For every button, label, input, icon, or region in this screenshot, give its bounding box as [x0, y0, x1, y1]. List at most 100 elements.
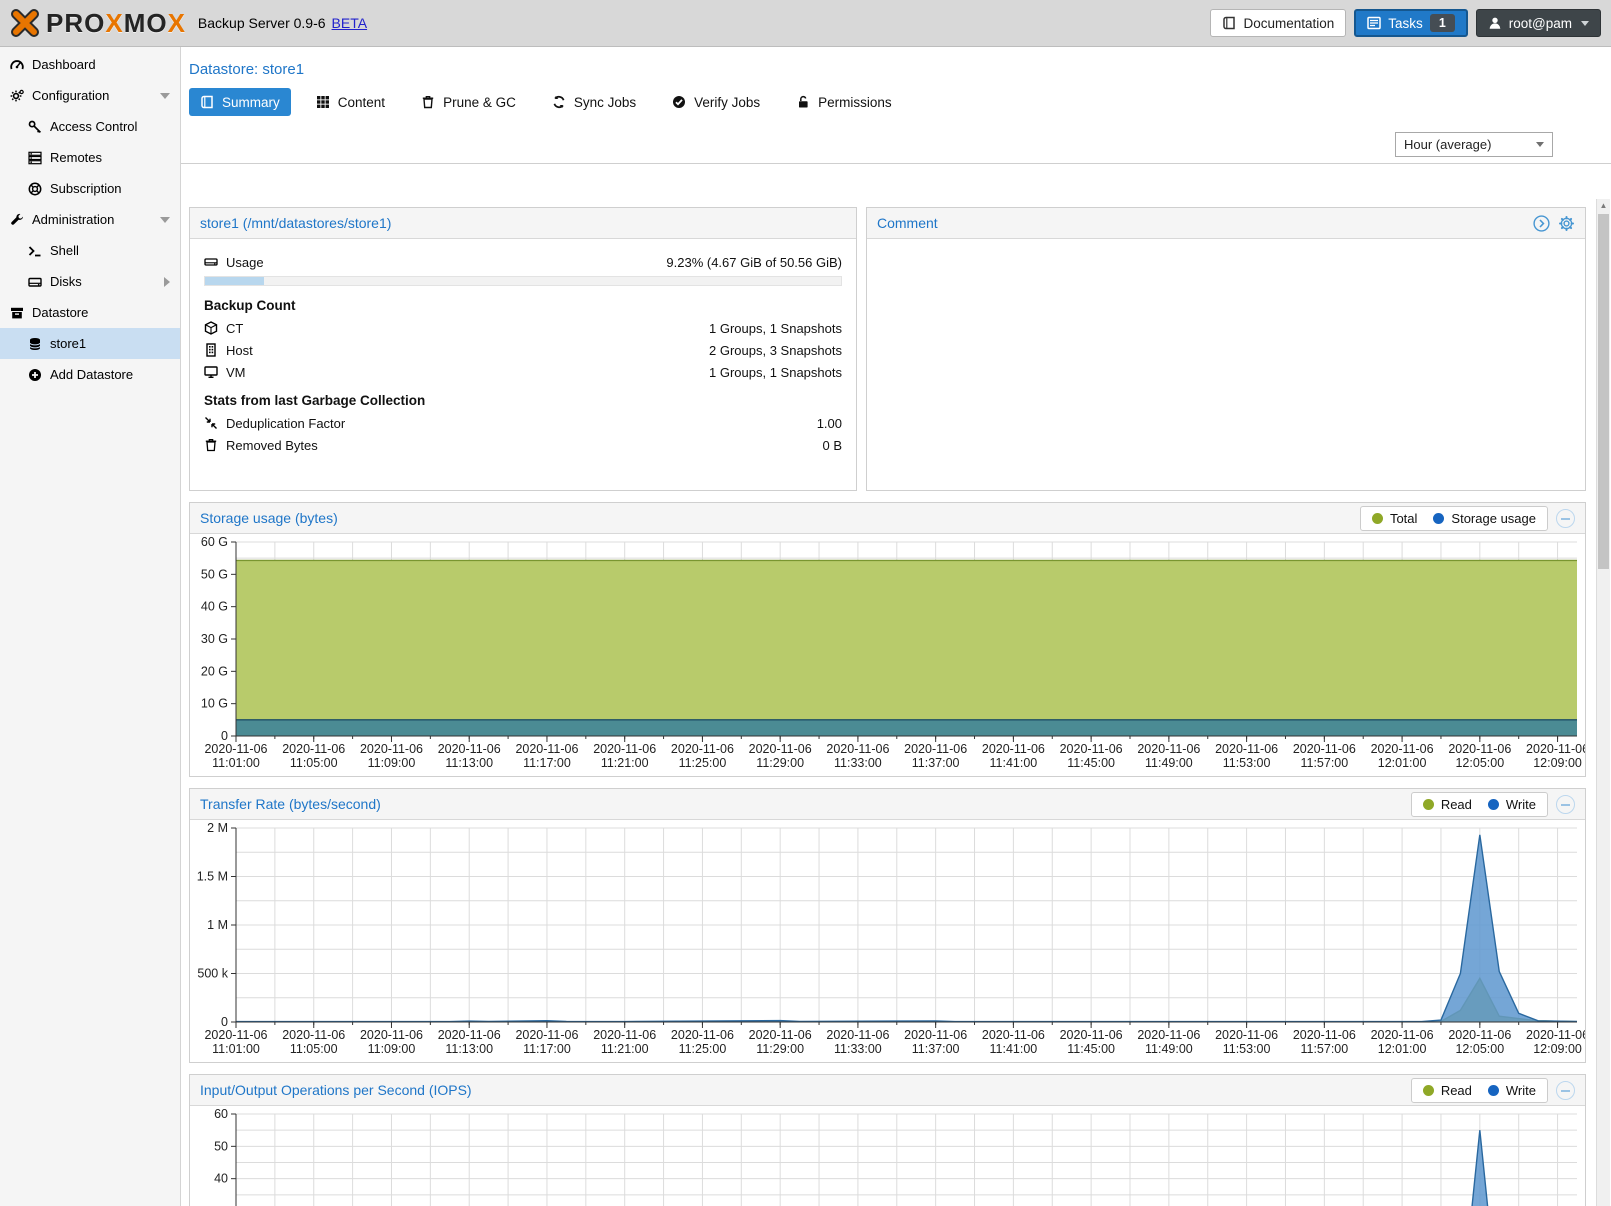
beta-link[interactable]: BETA: [331, 15, 368, 31]
sidebar-item-shell[interactable]: Shell: [0, 235, 180, 266]
tab-content[interactable]: Content: [305, 88, 396, 116]
svg-text:11:41:00: 11:41:00: [990, 1042, 1038, 1056]
svg-text:11:25:00: 11:25:00: [679, 1042, 727, 1056]
gear-icon[interactable]: [1558, 215, 1575, 232]
legend-item-storage-usage: Storage usage: [1433, 511, 1536, 526]
svg-text:2020-11-06: 2020-11-06: [360, 1028, 423, 1042]
plus-circle-icon: [28, 368, 42, 382]
svg-text:11:57:00: 11:57:00: [1300, 1042, 1348, 1056]
sidebar-item-access-control[interactable]: Access Control: [0, 111, 180, 142]
tasks-button[interactable]: Tasks 1: [1354, 9, 1468, 37]
chevron-down-icon: [1536, 141, 1544, 147]
svg-text:0: 0: [221, 1015, 228, 1029]
iops-chart-panel: Input/Output Operations per Second (IOPS…: [189, 1074, 1586, 1206]
comment-body[interactable]: [867, 239, 1585, 263]
svg-text:2020-11-06: 2020-11-06: [515, 742, 578, 756]
sync-icon: [552, 95, 566, 109]
legend-item-write: Write: [1487, 797, 1536, 812]
chart-legend: Read Write: [1410, 791, 1548, 817]
svg-text:11:21:00: 11:21:00: [601, 756, 649, 770]
sidebar-item-disks[interactable]: Disks: [0, 266, 180, 297]
database-icon: [28, 337, 42, 351]
scroll-up-arrow-icon[interactable]: ▲: [1599, 201, 1608, 210]
svg-text:11:57:00: 11:57:00: [1300, 756, 1348, 770]
tachometer-icon: [10, 58, 24, 72]
legend-dot: [1422, 1084, 1434, 1096]
tab-verify-jobs[interactable]: Verify Jobs: [661, 88, 771, 116]
svg-text:500 k: 500 k: [197, 967, 228, 981]
collapse-panel-icon[interactable]: [1556, 1080, 1575, 1100]
legend-item-read: Read: [1422, 797, 1472, 812]
panel-title: Comment: [877, 215, 938, 231]
vertical-scrollbar[interactable]: ▲: [1596, 199, 1610, 1206]
trash-icon: [204, 438, 218, 452]
book-icon: [200, 95, 214, 109]
svg-text:2020-11-06: 2020-11-06: [282, 1028, 345, 1042]
svg-text:2020-11-06: 2020-11-06: [749, 1028, 812, 1042]
chevron-circle-icon[interactable]: [1533, 214, 1550, 232]
sidebar-item-remotes[interactable]: Remotes: [0, 142, 180, 173]
collapse-panel-icon[interactable]: [1556, 508, 1575, 528]
svg-text:12:01:00: 12:01:00: [1378, 756, 1427, 770]
trash-icon: [421, 95, 435, 109]
svg-text:11:53:00: 11:53:00: [1223, 756, 1271, 770]
usage-value: 9.23% (4.67 GiB of 50.56 GiB): [666, 254, 842, 270]
svg-text:2020-11-06: 2020-11-06: [904, 742, 967, 756]
storage-usage-chart-panel: Storage usage (bytes) Total Storage usag…: [189, 502, 1586, 777]
sidebar-item-administration[interactable]: Administration: [0, 204, 180, 235]
svg-text:20 G: 20 G: [201, 664, 228, 678]
svg-text:2020-11-06: 2020-11-06: [1293, 1028, 1356, 1042]
sidebar-item-dashboard[interactable]: Dashboard: [0, 49, 180, 80]
svg-text:11:01:00: 11:01:00: [212, 756, 260, 770]
svg-text:2020-11-06: 2020-11-06: [1137, 742, 1200, 756]
timeframe-select[interactable]: Hour (average): [1395, 131, 1553, 157]
svg-text:11:45:00: 11:45:00: [1067, 756, 1115, 770]
svg-text:2020-11-06: 2020-11-06: [1526, 742, 1585, 756]
svg-text:2020-11-06: 2020-11-06: [1448, 1028, 1511, 1042]
svg-text:12:09:00: 12:09:00: [1533, 1042, 1582, 1056]
sidebar-item-subscription[interactable]: Subscription: [0, 173, 180, 204]
user-menu-button[interactable]: root@pam: [1475, 9, 1601, 37]
svg-text:12:09:00: 12:09:00: [1533, 756, 1582, 770]
gears-icon: [10, 89, 24, 103]
tab-permissions[interactable]: Permissions: [785, 88, 903, 116]
chart-legend: Total Storage usage: [1359, 505, 1548, 531]
hdd-icon: [28, 275, 42, 289]
tab-sync-jobs[interactable]: Sync Jobs: [541, 88, 647, 116]
collapse-chevron-icon[interactable]: [160, 92, 170, 99]
svg-text:2020-11-06: 2020-11-06: [671, 742, 734, 756]
user-icon: [1488, 16, 1502, 30]
tasks-count-badge: 1: [1429, 14, 1455, 32]
collapse-panel-icon[interactable]: [1556, 794, 1575, 814]
datastore-info-panel: store1 (/mnt/datastores/store1) Usage 9.…: [189, 207, 857, 491]
tab-summary[interactable]: Summary: [189, 88, 291, 116]
svg-text:2020-11-06: 2020-11-06: [1293, 742, 1356, 756]
svg-text:11:37:00: 11:37:00: [912, 1042, 960, 1056]
legend-item-total: Total: [1371, 511, 1417, 526]
grid-icon: [316, 95, 330, 109]
collapse-chevron-icon[interactable]: [160, 216, 170, 223]
svg-text:11:49:00: 11:49:00: [1145, 1042, 1193, 1056]
sidebar-item-configuration[interactable]: Configuration: [0, 80, 180, 111]
sidebar-item-add-datastore[interactable]: Add Datastore: [0, 359, 180, 390]
proxmox-logo: PROXMOX: [10, 8, 186, 39]
sidebar-item-datastore[interactable]: Datastore: [0, 297, 180, 328]
scrollbar-thumb[interactable]: [1598, 214, 1609, 569]
expand-chevron-icon[interactable]: [164, 276, 170, 287]
svg-text:2020-11-06: 2020-11-06: [204, 1028, 267, 1042]
book-icon: [1222, 16, 1236, 30]
task-list-icon: [1367, 16, 1382, 30]
storage-usage-chart: 0 10 G 20 G 30 G 40 G 50 G 60 G 2020-11-06 11:01…: [190, 534, 1585, 776]
life-ring-icon: [28, 182, 42, 196]
documentation-button[interactable]: Documentation: [1210, 9, 1347, 37]
sidebar-item-store1[interactable]: store1: [0, 328, 180, 359]
svg-text:12:05:00: 12:05:00: [1455, 1042, 1504, 1056]
summary-toolbar: Hour (average): [181, 125, 1611, 164]
svg-text:11:09:00: 11:09:00: [368, 1042, 416, 1056]
svg-text:11:01:00: 11:01:00: [212, 1042, 260, 1056]
backup-row-ct: CT 1 Groups, 1 Snapshots: [204, 317, 842, 339]
svg-text:2020-11-06: 2020-11-06: [826, 1028, 889, 1042]
tab-prune-gc[interactable]: Prune & GC: [410, 88, 527, 116]
chart-title: Transfer Rate (bytes/second): [200, 796, 381, 812]
